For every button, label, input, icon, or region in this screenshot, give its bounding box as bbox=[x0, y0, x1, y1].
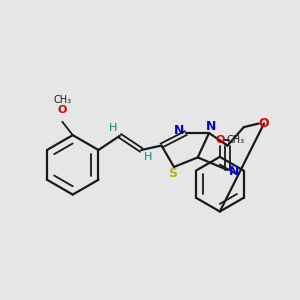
Text: N: N bbox=[174, 124, 184, 137]
Text: H: H bbox=[144, 152, 152, 162]
Text: N: N bbox=[229, 165, 239, 178]
Text: O: O bbox=[259, 117, 269, 130]
Text: O: O bbox=[215, 135, 224, 145]
Text: S: S bbox=[168, 167, 177, 180]
Text: O: O bbox=[58, 105, 67, 115]
Text: CH₃: CH₃ bbox=[53, 94, 71, 104]
Text: H: H bbox=[109, 123, 118, 133]
Text: N: N bbox=[206, 120, 217, 133]
Text: CH₃: CH₃ bbox=[226, 135, 244, 145]
